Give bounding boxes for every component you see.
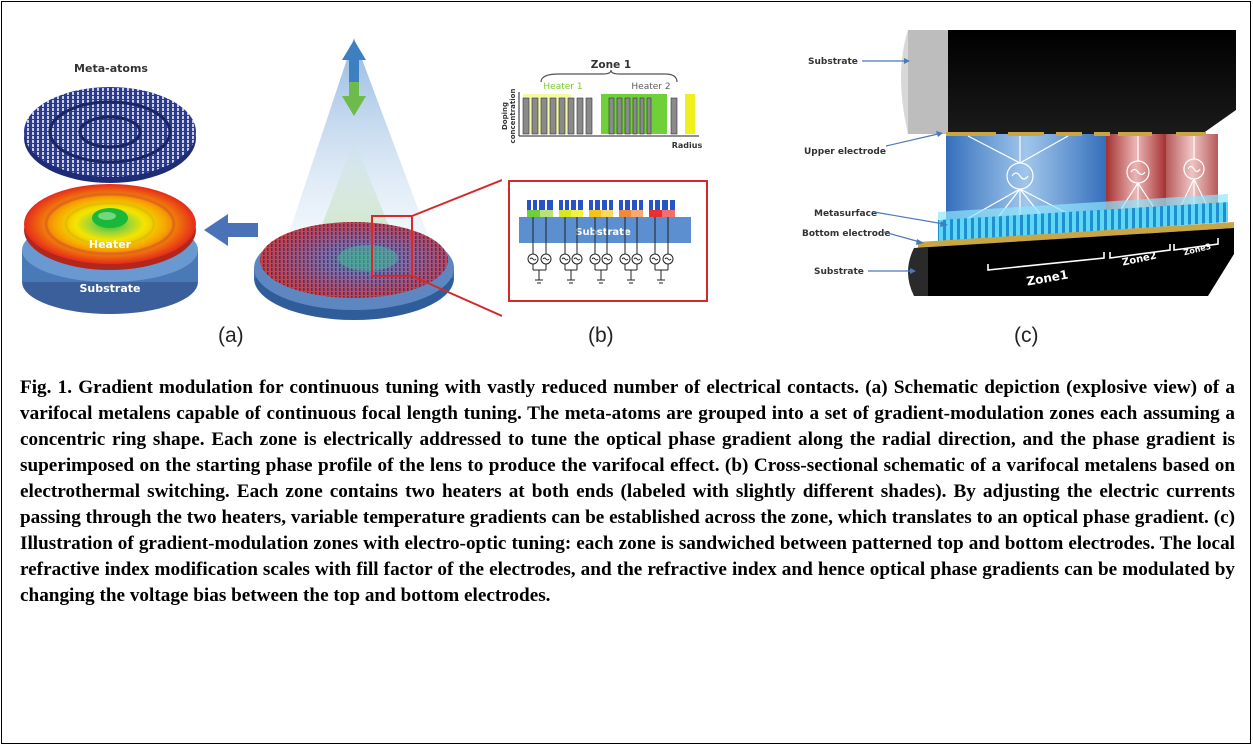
zone-brackets: [987, 238, 1219, 271]
metasurface: [938, 202, 1228, 242]
heater-label: Heater: [89, 238, 132, 251]
bottom-electrode: [918, 222, 1234, 248]
heater-layer: [22, 184, 198, 314]
bottom-electrode-label: Bottom electrode: [802, 229, 890, 239]
double-arrow-icon: [342, 40, 366, 116]
panel-label-c: (c): [1014, 324, 1039, 347]
substrate-label-a: Substrate: [80, 282, 141, 295]
substrate-label-b: Substrate: [575, 227, 631, 238]
left-arrow-icon: [204, 214, 258, 246]
bottom-substrate: [914, 228, 1234, 296]
y-axis-label-line1: Doping: [501, 102, 509, 130]
substrate-top-label: Substrate: [808, 57, 858, 67]
panel-label-b: (b): [588, 324, 614, 347]
panel-label-a: (a): [218, 324, 244, 347]
zone-bracket: [540, 69, 678, 83]
panel-a-illustration: Meta-atoms Heater Substrate: [22, 38, 502, 320]
zoom-region-box: [371, 215, 413, 277]
metalens-disk: [254, 222, 454, 320]
heater-2-label: Heater 2: [631, 82, 670, 92]
meta-atom-strips: [527, 200, 675, 210]
panel-c-illustration: Zone1 Zone2 Zone3 Substrate Upper electr…: [802, 30, 1236, 296]
heater-strips: [527, 210, 675, 217]
heater-1-label: Heater 1: [543, 82, 582, 92]
y-axis-label-line2: concentration: [509, 89, 517, 144]
current-sources: [527, 217, 674, 284]
upper-electrode: [946, 132, 1206, 136]
zone-1-label: Zone 1: [591, 59, 631, 71]
top-substrate: [908, 30, 1236, 134]
upper-electrode-label: Upper electrode: [804, 147, 886, 157]
meta-atoms-layer: [24, 87, 196, 183]
meta-atoms-label: Meta-atoms: [74, 62, 148, 75]
doping-chart: [518, 92, 699, 137]
panel-b-illustration: Zone 1 Heater 1 Heater 2 Doping concent: [501, 59, 708, 302]
x-axis-label: Radius: [672, 141, 703, 150]
figure-caption: Fig. 1. Gradient modulation for continuo…: [20, 377, 1235, 606]
substrate-bottom-label: Substrate: [814, 267, 864, 277]
metasurface-label: Metasurface: [814, 209, 877, 219]
substrate-block-b: [519, 217, 691, 243]
